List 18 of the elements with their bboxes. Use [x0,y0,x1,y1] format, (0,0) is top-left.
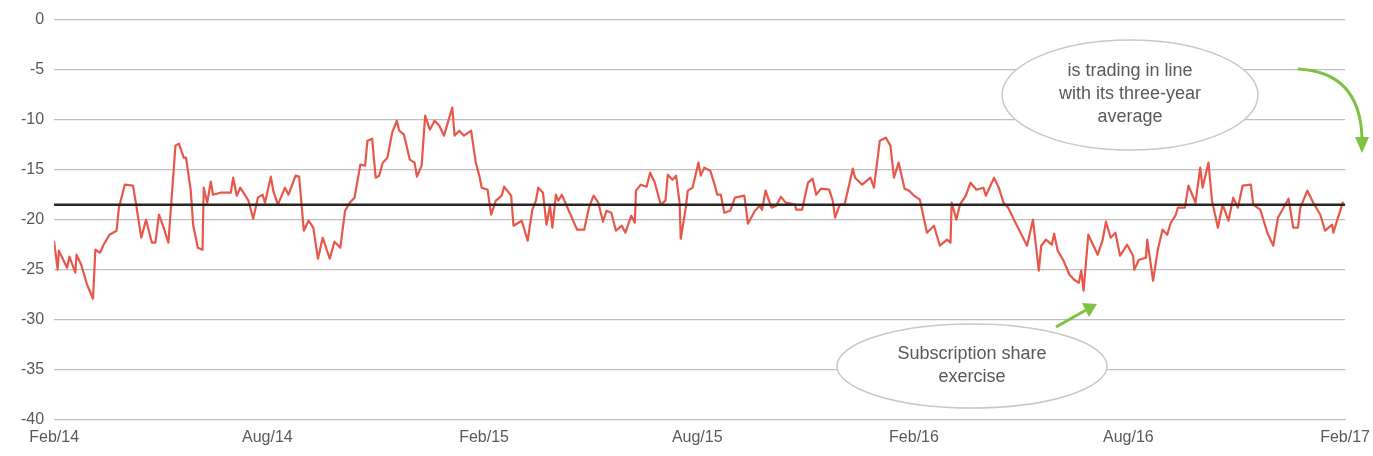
x-tick-label: Aug/16 [1103,427,1154,445]
y-tick-label: -10 [21,110,45,128]
x-tick-label: Feb/14 [29,427,80,445]
y-tick-label: -30 [21,310,45,328]
annotation: Subscription share exercise [896,342,1048,388]
x-tick-label: Feb/17 [1320,427,1371,445]
y-tick-label: -25 [21,260,45,278]
y-tick-label: -5 [29,60,45,78]
x-tick-label: Aug/14 [241,427,293,445]
y-tick-label: -20 [21,210,45,228]
annotation: is trading in line with its three-year average [1057,59,1203,128]
x-tick-label: Aug/15 [671,427,723,445]
x-tick-label: Feb/15 [459,427,510,445]
y-tick-label: -40 [21,410,45,428]
y-tick-label: -35 [21,360,45,378]
x-tick-label: Feb/16 [889,427,939,445]
y-tick-label: 0 [35,10,45,28]
y-tick-label: -15 [21,160,45,178]
